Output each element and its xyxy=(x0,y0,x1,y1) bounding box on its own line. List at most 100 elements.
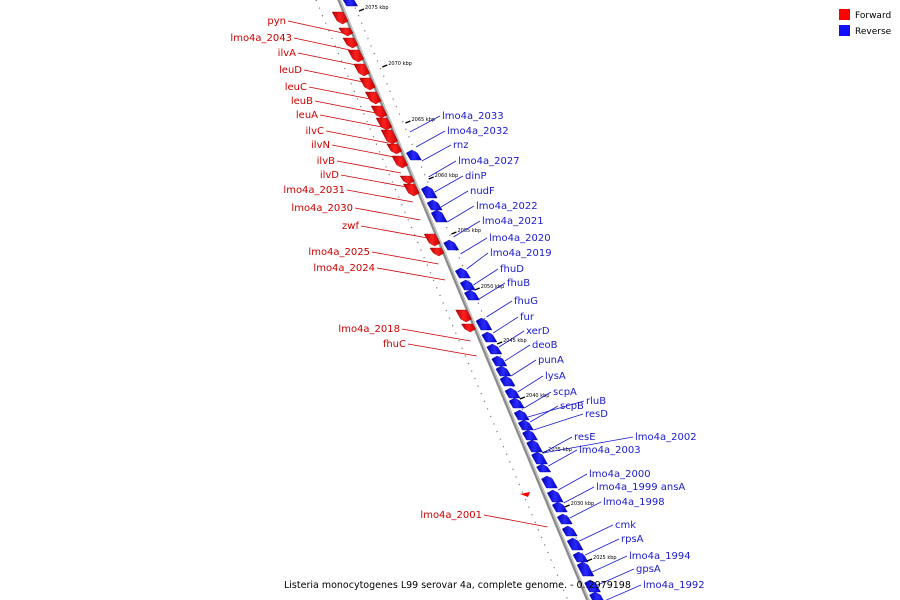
reverse-gene-block[interactable] xyxy=(561,525,578,537)
forward-gene-label[interactable]: ilvB xyxy=(317,156,335,167)
forward-gene-block[interactable] xyxy=(520,492,530,497)
reverse-gene-block[interactable] xyxy=(491,355,508,367)
reverse-gene-block[interactable] xyxy=(531,451,548,465)
reverse-gene-block[interactable] xyxy=(508,397,525,409)
reverse-gene-block[interactable] xyxy=(454,267,471,279)
forward-gene-block[interactable] xyxy=(429,247,445,257)
reverse-gene-block[interactable] xyxy=(464,289,480,301)
forward-gene-label[interactable]: lmo4a_2001 xyxy=(420,510,482,521)
reverse-gene-label[interactable]: rluB xyxy=(586,396,606,407)
forward-gene-label[interactable]: leuD xyxy=(279,65,302,76)
reverse-gene-label[interactable]: cmk xyxy=(615,520,636,531)
reverse-gene-label[interactable]: lmo4a_2022 xyxy=(476,201,538,212)
forward-gene-label[interactable]: lmo4a_2043 xyxy=(230,33,292,44)
forward-gene-label[interactable]: pyn xyxy=(267,16,286,27)
reverse-gene-label[interactable]: scpB xyxy=(560,401,584,412)
forward-gene-label[interactable]: fhuC xyxy=(383,339,406,350)
reverse-gene-block[interactable] xyxy=(526,439,543,453)
reverse-gene-label[interactable]: resD xyxy=(585,409,608,420)
reverse-gene-label[interactable]: lmo4a_2019 xyxy=(490,248,552,259)
forward-gene-block[interactable] xyxy=(423,233,441,247)
forward-gene-label[interactable]: lmo4a_2024 xyxy=(313,263,375,274)
reverse-gene-block[interactable] xyxy=(541,475,558,489)
reverse-gene-block[interactable] xyxy=(406,149,422,161)
reverse-gene-block[interactable] xyxy=(504,387,521,399)
reverse-gene-block[interactable] xyxy=(566,537,584,551)
forward-gene-label[interactable]: lmo4a_2031 xyxy=(283,185,345,196)
reverse-gene-block[interactable] xyxy=(443,239,460,251)
reverse-gene-label[interactable]: xerD xyxy=(526,326,550,337)
reverse-gene-block[interactable] xyxy=(556,513,573,525)
reverse-gene-block[interactable] xyxy=(513,409,530,421)
forward-gene-block[interactable] xyxy=(399,175,415,185)
reverse-gene-label[interactable]: nudF xyxy=(470,186,495,197)
forward-gene-block[interactable] xyxy=(375,117,393,131)
reverse-gene-block[interactable] xyxy=(430,209,448,223)
forward-gene-label[interactable]: ilvN xyxy=(311,140,330,151)
forward-gene-block[interactable] xyxy=(331,11,349,25)
forward-gene-label[interactable]: ilvC xyxy=(306,126,324,137)
reverse-gene-label[interactable]: fhuG xyxy=(514,296,538,307)
reverse-gene-block[interactable] xyxy=(589,591,606,600)
reverse-gene-block[interactable] xyxy=(342,0,358,7)
reverse-gene-label[interactable]: lmo4a_1994 xyxy=(629,551,691,562)
forward-gene-label[interactable]: leuB xyxy=(291,96,313,107)
reverse-gene-block[interactable] xyxy=(420,185,438,199)
reverse-gene-block[interactable] xyxy=(499,375,516,387)
forward-gene-block[interactable] xyxy=(461,323,477,333)
reverse-gene-block[interactable] xyxy=(546,489,564,503)
forward-gene-label[interactable]: ilvD xyxy=(320,170,339,181)
forward-gene-label[interactable]: leuC xyxy=(285,82,307,93)
forward-gene-block[interactable] xyxy=(403,183,420,197)
forward-gene-label[interactable]: leuA xyxy=(296,110,318,121)
forward-gene-block[interactable] xyxy=(380,129,399,145)
reverse-gene-label[interactable]: gpsA xyxy=(636,564,661,575)
reverse-gene-block[interactable] xyxy=(536,463,552,473)
reverse-gene-label[interactable]: lysA xyxy=(545,371,566,382)
reverse-gene-label[interactable]: fur xyxy=(520,312,535,323)
reverse-gene-block[interactable] xyxy=(481,331,498,343)
reverse-gene-block[interactable] xyxy=(495,365,512,377)
forward-gene-block[interactable] xyxy=(338,27,354,37)
forward-gene-block[interactable] xyxy=(455,309,472,323)
reverse-gene-label[interactable]: lmo4a_1999 ansA xyxy=(596,482,685,493)
reverse-gene-label[interactable]: lmo4a_2027 xyxy=(458,156,520,167)
reverse-gene-block[interactable] xyxy=(459,279,476,291)
reverse-gene-label[interactable]: lmo4a_2020 xyxy=(489,233,551,244)
reverse-gene-label[interactable]: fhuD xyxy=(500,264,524,275)
reverse-gene-label[interactable]: lmo4a_1992 xyxy=(643,580,705,591)
reverse-gene-label[interactable]: fhuB xyxy=(507,278,530,289)
reverse-gene-label[interactable]: rnz xyxy=(453,140,469,151)
reverse-gene-label[interactable]: punA xyxy=(538,355,564,366)
forward-gene-block[interactable] xyxy=(391,155,409,169)
reverse-gene-block[interactable] xyxy=(475,317,493,331)
reverse-gene-label[interactable]: lmo4a_2000 xyxy=(589,469,651,480)
reverse-gene-block[interactable] xyxy=(426,199,443,211)
forward-gene-block[interactable] xyxy=(386,143,403,155)
forward-gene-block[interactable] xyxy=(353,63,370,77)
reverse-gene-label[interactable]: lmo4a_2033 xyxy=(442,111,504,122)
forward-gene-block[interactable] xyxy=(347,49,365,63)
forward-gene-label[interactable]: lmo4a_2018 xyxy=(338,324,400,335)
reverse-gene-block[interactable] xyxy=(551,501,568,513)
forward-gene-block[interactable] xyxy=(370,105,388,119)
reverse-gene-label[interactable]: dinP xyxy=(465,171,487,182)
forward-gene-block[interactable] xyxy=(342,37,359,49)
forward-gene-label[interactable]: lmo4a_2025 xyxy=(308,247,370,258)
reverse-gene-label[interactable]: lmo4a_2032 xyxy=(447,126,509,137)
reverse-gene-label[interactable]: resE xyxy=(574,432,596,443)
forward-gene-label[interactable]: zwf xyxy=(342,221,359,232)
reverse-gene-block[interactable] xyxy=(522,429,538,441)
forward-gene-block[interactable] xyxy=(359,77,376,91)
reverse-gene-label[interactable]: lmo4a_1998 xyxy=(603,497,665,508)
reverse-gene-label[interactable]: lmo4a_2003 xyxy=(579,445,641,456)
reverse-gene-label[interactable]: lmo4a_2021 xyxy=(482,216,544,227)
forward-gene-label[interactable]: lmo4a_2030 xyxy=(291,203,353,214)
reverse-gene-label[interactable]: scpA xyxy=(553,387,577,398)
forward-gene-block[interactable] xyxy=(364,91,382,105)
reverse-gene-label[interactable]: rpsA xyxy=(621,534,644,545)
reverse-gene-block[interactable] xyxy=(486,343,503,355)
reverse-gene-block[interactable] xyxy=(576,561,595,577)
reverse-gene-block[interactable] xyxy=(572,551,589,563)
forward-gene-label[interactable]: ilvA xyxy=(278,48,296,59)
